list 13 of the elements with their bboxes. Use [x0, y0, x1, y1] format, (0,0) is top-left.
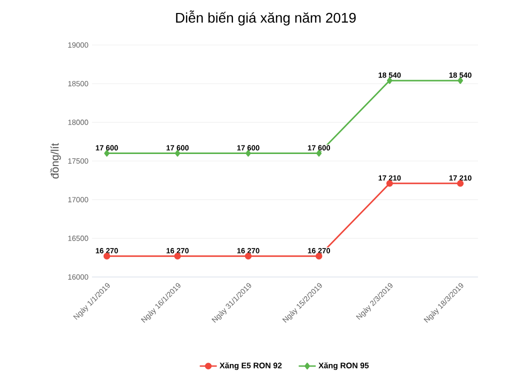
point — [174, 150, 180, 157]
point — [458, 77, 464, 84]
point — [456, 180, 464, 187]
point — [244, 252, 252, 260]
y-axis-title: đồng/lít — [50, 143, 61, 179]
point — [104, 150, 110, 157]
chart-title: Diễn biến giá xăng năm 2019 — [176, 10, 356, 26]
point — [104, 252, 110, 260]
point — [316, 252, 322, 260]
point — [386, 180, 393, 187]
point — [386, 77, 392, 84]
point — [246, 150, 251, 157]
point — [316, 150, 322, 157]
